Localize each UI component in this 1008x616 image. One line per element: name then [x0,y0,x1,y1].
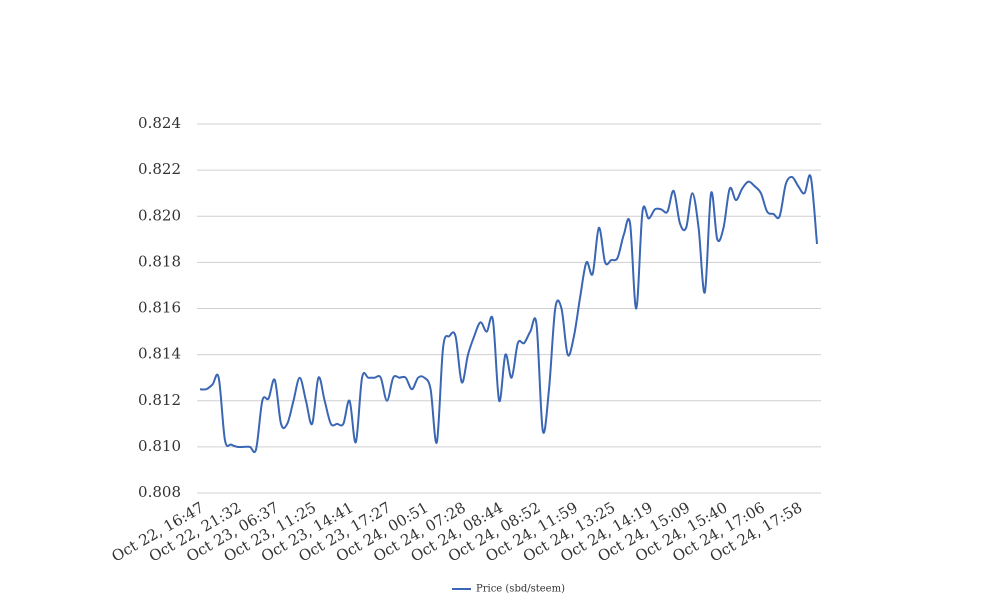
y-tick-label: 0.810 [138,437,181,455]
y-tick-label: 0.822 [138,160,181,178]
y-tick-label: 0.812 [138,391,181,409]
y-tick-label: 0.824 [138,114,181,132]
y-tick-label: 0.820 [138,206,181,224]
y-tick-label: 0.816 [138,299,181,317]
y-tick-label: 0.814 [138,345,181,363]
legend-label: Price (sbd/steem) [476,584,565,595]
y-tick-label: 0.818 [138,252,181,270]
y-tick-label: 0.808 [138,483,181,501]
price-line [199,174,818,454]
